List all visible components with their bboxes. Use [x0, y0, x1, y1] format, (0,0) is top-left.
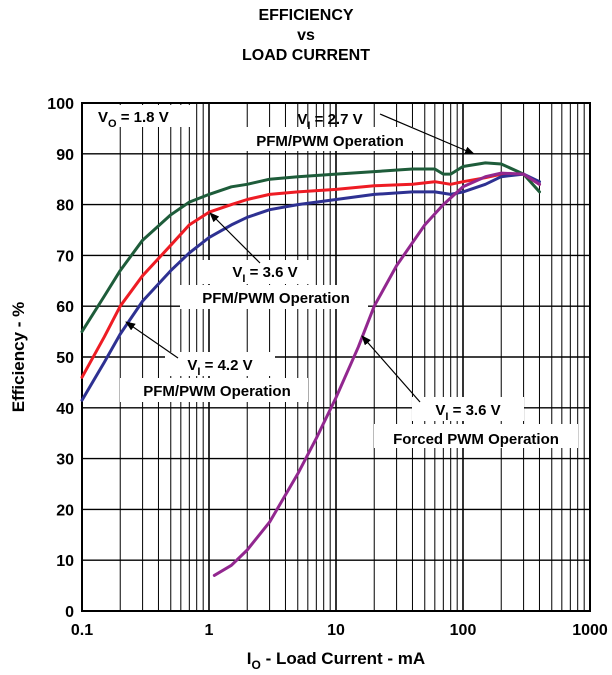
- annot-vo-text: VO = 1.8 V: [98, 109, 169, 130]
- annot-vi36-bg1: [200, 260, 310, 284]
- annot-vi42-line2: PFM/PWM Operation: [143, 383, 291, 400]
- x-tick-label: 100: [450, 622, 477, 639]
- axis-labels: IO - Load Current - mA Efficiency - %: [9, 302, 425, 672]
- annot-vi27-bg: [232, 127, 424, 151]
- chart-title-line-1: EFFICIENCY: [258, 7, 354, 24]
- annot-vi36pwm-line2: Forced PWM Operation: [393, 431, 559, 448]
- annot-vi42-arrow: [125, 321, 179, 359]
- x-tick-label: 10: [327, 622, 345, 639]
- y-tick-label: 20: [56, 502, 74, 519]
- series-layer: [80, 161, 541, 577]
- annot-vi36pwm-line1: VI = 3.6 V: [435, 402, 500, 423]
- y-tick-label: 60: [56, 299, 74, 316]
- x-tick-label: 1: [205, 622, 214, 639]
- annot-vi36-bg2: [180, 285, 368, 309]
- annot-vi27-line2: PFM/PWM Operation: [256, 133, 404, 150]
- annot-vi27-arrow: [379, 113, 475, 155]
- y-tick-label: 40: [56, 401, 74, 418]
- annot-vi36-arrow: [209, 212, 261, 264]
- y-tick-label: 10: [56, 553, 74, 570]
- annot-vi36-line1: VI = 3.6 V: [232, 264, 297, 285]
- chart-title-line-3: LOAD CURRENT: [242, 47, 370, 64]
- x-axis-label: IO - Load Current - mA: [247, 649, 425, 672]
- x-tick-label: 0.1: [71, 622, 93, 639]
- annot-vi36pwm-bg1: [412, 397, 524, 421]
- tick-labels: 0.1 1 10 100 1000 0 10 20 30 40 50 60 70 80 90 100: [47, 96, 608, 639]
- annot-vi42-line1: VI = 4.2 V: [187, 357, 252, 378]
- y-tick-label: 0: [65, 604, 74, 621]
- y-tick-label: 90: [56, 147, 74, 164]
- x-tick-label: 1000: [572, 622, 608, 639]
- chart-title-line-2: vs: [297, 27, 315, 44]
- annot-vi42-bg1: [165, 352, 275, 376]
- annot-vi42-bg2: [120, 378, 308, 402]
- y-tick-label: 70: [56, 248, 74, 265]
- annot-vi27-line1: VI = 2.7 V: [297, 111, 362, 132]
- series-line-vi27_pfm: [80, 161, 541, 334]
- series-line-vi42_pfm: [80, 172, 541, 402]
- annot-vo-bg: [92, 105, 192, 127]
- y-axis-label: Efficiency - %: [9, 302, 28, 413]
- annot-vi36pwm-arrow: [361, 335, 421, 403]
- y-tick-label: 100: [47, 96, 74, 113]
- grid: [81, 102, 591, 612]
- annot-vi36-line2: PFM/PWM Operation: [202, 290, 350, 307]
- annot-vi36pwm-bg2: [374, 424, 578, 448]
- y-tick-label: 30: [56, 452, 74, 469]
- y-tick-label: 80: [56, 198, 74, 215]
- series-line-vi36_pwm: [212, 171, 541, 577]
- y-tick-label: 50: [56, 350, 74, 367]
